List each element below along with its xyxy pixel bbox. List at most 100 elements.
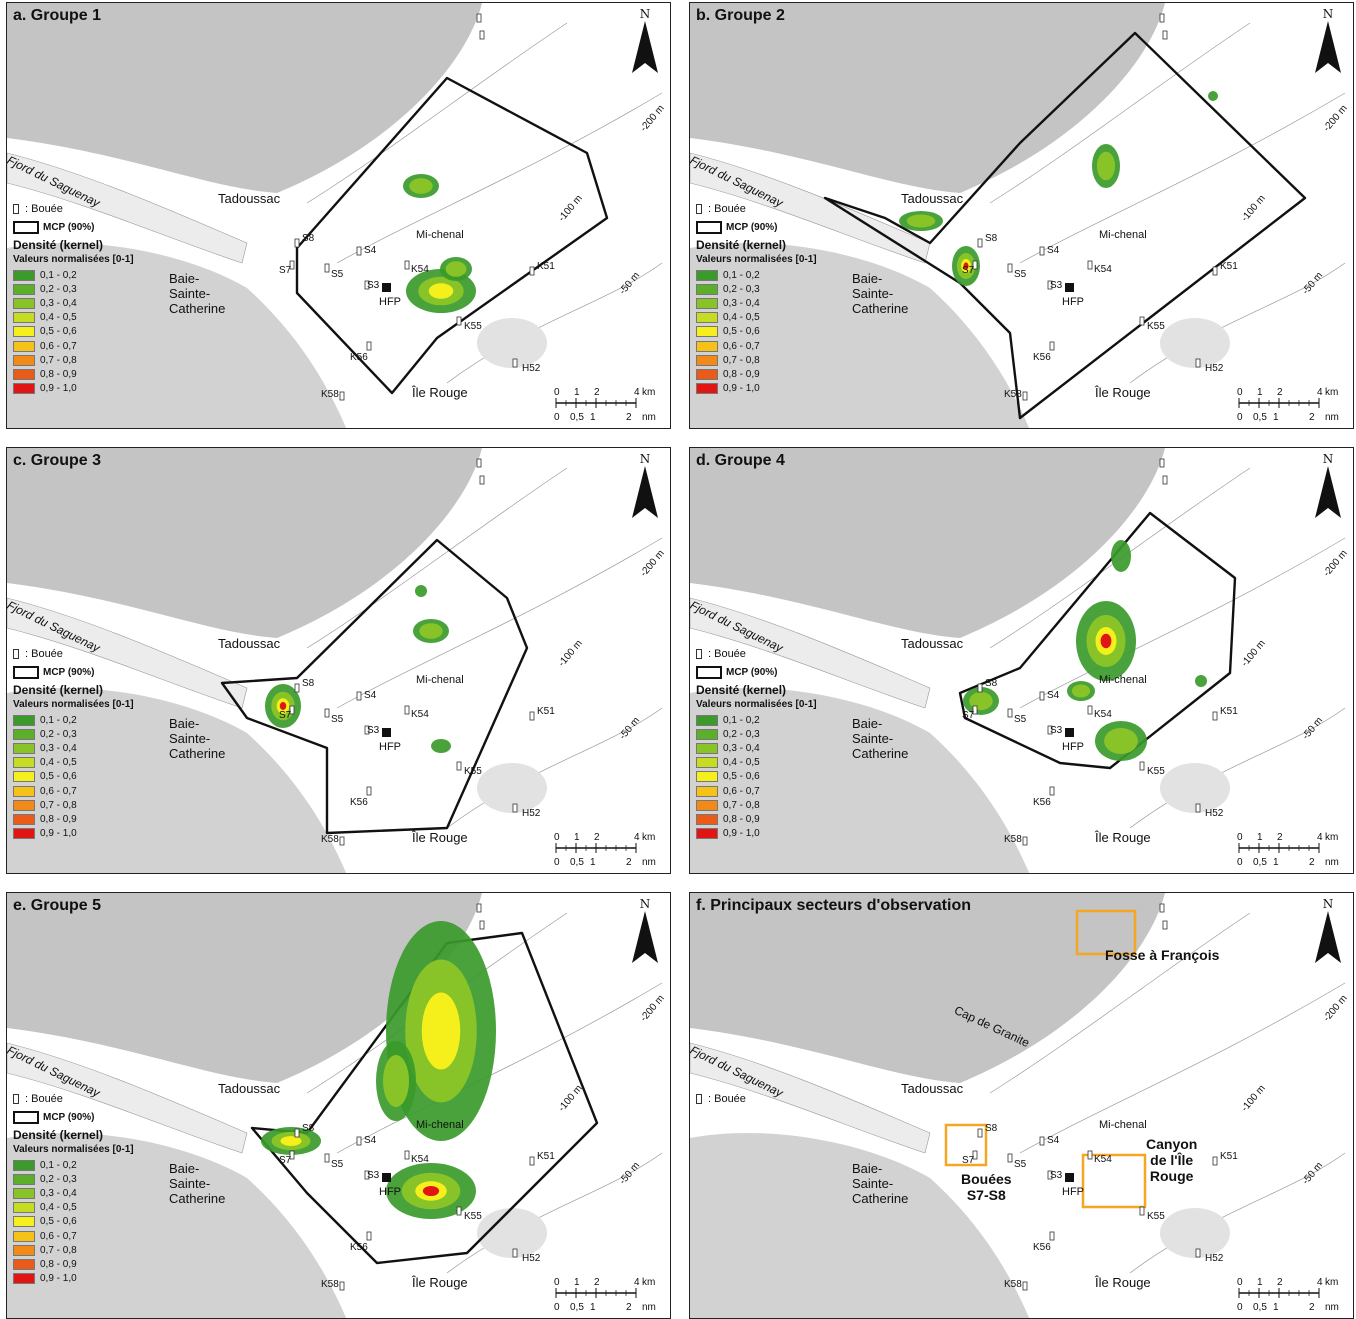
buoy-icon — [1039, 691, 1045, 701]
buoy-icon — [1162, 920, 1168, 930]
legend-class-row: 0,6 - 0,7 — [13, 1229, 134, 1243]
buoy-label-h52: H52 — [522, 363, 541, 374]
scale-nm-tick: 2 — [626, 857, 632, 868]
buoy-icon — [1212, 711, 1218, 721]
scale-km-tick: 4 — [1317, 832, 1323, 843]
baie-sainte-catherine-label: Baie- Sainte- Catherine — [852, 271, 909, 316]
mi-chenal-label: Mi-chenal — [1099, 674, 1147, 686]
buoy-icon — [476, 13, 482, 23]
scale-nm-unit: nm — [642, 857, 656, 868]
legend-class-row: 0,1 - 0,2 — [13, 713, 134, 727]
buoy-label-s3: S3 — [367, 280, 380, 291]
legend-class-row: 0,7 - 0,8 — [696, 353, 817, 367]
north-shore-land — [7, 893, 482, 1083]
tadoussac-label: Tadoussac — [218, 636, 281, 651]
buoy-label-h52: H52 — [522, 808, 541, 819]
tadoussac-label: Tadoussac — [901, 1081, 964, 1096]
buoy-icon — [339, 391, 345, 401]
buoy-icon — [696, 649, 702, 659]
legend-class-label: 0,1 - 0,2 — [40, 269, 77, 281]
legend-density-title: Densité (kernel) — [696, 683, 787, 697]
buoy-label-k54: K54 — [1094, 264, 1112, 275]
legend-swatch — [13, 297, 35, 309]
legend-class-row: 0,5 - 0,6 — [696, 325, 817, 339]
legend-class-row: 0,7 - 0,8 — [13, 1243, 134, 1257]
legend-class-row: 0,9 - 1,0 — [13, 382, 134, 396]
buoy-icon — [1159, 458, 1165, 468]
legend-swatch — [13, 354, 35, 366]
legend-class-row: 0,9 - 1,0 — [13, 1272, 134, 1286]
legend-class-row: 0,3 - 0,4 — [696, 296, 817, 310]
density-hotspot — [1092, 144, 1120, 188]
buoy-label-s8: S8 — [302, 1123, 315, 1134]
buoy-icon — [972, 705, 978, 715]
legend-class-label: 0,2 - 0,3 — [40, 283, 77, 295]
ile-rouge-label: Île Rouge — [1095, 385, 1151, 400]
scale-km-unit: km — [1325, 1277, 1338, 1288]
legend-swatch — [696, 340, 718, 352]
scale-nm-tick: 2 — [1309, 412, 1315, 423]
buoy-label-k54: K54 — [411, 709, 429, 720]
legend-class-row: 0,6 - 0,7 — [696, 339, 817, 353]
fjord-channel — [690, 152, 931, 264]
tadoussac-label: Tadoussac — [901, 636, 964, 651]
north-label: N — [1322, 452, 1334, 466]
legend-buoy-row: : Bouée — [696, 1093, 746, 1105]
buoy-icon — [1022, 836, 1028, 846]
buoy-label-k58: K58 — [1004, 834, 1022, 845]
shoal — [477, 318, 547, 368]
scale-bar-graphic: 0 1 2 4 km 0 0,5 1 2 nm — [554, 832, 656, 868]
mcp-polygon — [220, 538, 529, 835]
buoy-icon — [1139, 761, 1145, 771]
legend-class-label: 0,4 - 0,5 — [40, 1202, 77, 1214]
scale-nm-unit: nm — [1325, 1302, 1339, 1313]
legend-density-subtitle: Valeurs normalisées [0-1] — [696, 254, 817, 265]
legend-class-row: 0,3 - 0,4 — [13, 296, 134, 310]
scale-nm-tick: 0,5 — [570, 1302, 584, 1313]
hfp-marker — [382, 283, 391, 292]
density-hotspot — [1195, 675, 1207, 687]
buoy-icon — [339, 836, 345, 846]
mcp-polygon — [295, 76, 609, 395]
legend-class-label: 0,7 - 0,8 — [723, 354, 760, 366]
buoy-label-s5: S5 — [331, 714, 344, 725]
buoy-icon — [1087, 705, 1093, 715]
map-legend: : Bouée MCP (90%) Densité (kernel) Valeurs … — [13, 648, 134, 841]
scale-nm-tick: 0 — [1237, 1302, 1243, 1313]
legend-class-row: 0,7 - 0,8 — [13, 798, 134, 812]
mcp-polygon — [958, 511, 1237, 770]
scale-km-tick: 2 — [594, 387, 600, 398]
mi-chenal-label: Mi-chenal — [416, 1119, 464, 1131]
legend-swatch — [696, 269, 718, 281]
density-hotspot — [386, 1163, 476, 1219]
buoy-icon — [1047, 280, 1053, 290]
density-hotspot — [265, 684, 301, 728]
isobath-100 — [1019, 92, 1346, 264]
baie-sainte-catherine-label: Baie- Sainte- Catherine — [169, 716, 226, 761]
legend-class-label: 0,4 - 0,5 — [723, 757, 760, 769]
scale-bar: 0 1 2 4 km 0 0,5 1 2 nm — [1233, 384, 1343, 424]
map-legend: : Bouée MCP (90%) Densité (kernel) Valeurs … — [13, 203, 134, 396]
buoy-icon — [1047, 1170, 1053, 1180]
scale-km-tick: 1 — [1257, 387, 1263, 398]
legend-class-label: 0,7 - 0,8 — [723, 799, 760, 811]
buoy-icon — [476, 458, 482, 468]
legend-density-title: Densité (kernel) — [13, 1128, 104, 1142]
isobath-200 — [989, 22, 1251, 204]
scale-nm-tick: 1 — [1273, 1302, 1279, 1313]
buoy-icon — [1007, 708, 1013, 718]
legend-swatch — [13, 1244, 35, 1256]
legend-class-label: 0,8 - 0,9 — [723, 813, 760, 825]
north-shore-land — [690, 893, 1165, 1083]
scale-km-tick: 1 — [574, 1277, 580, 1288]
buoy-label-k56: K56 — [350, 797, 368, 808]
tadoussac-label: Tadoussac — [218, 191, 281, 206]
legend-mcp-row: MCP (90%) — [13, 666, 134, 679]
hfp-label: HFP — [1062, 1186, 1084, 1198]
north-arrow-icon: N — [630, 452, 660, 518]
legend-buoy-label: : Bouée — [25, 203, 63, 215]
hfp-marker — [1065, 1173, 1074, 1182]
density-hotspot — [440, 257, 472, 281]
legend-class-row: 0,2 - 0,3 — [13, 1172, 134, 1186]
legend-class-row: 0,7 - 0,8 — [13, 353, 134, 367]
